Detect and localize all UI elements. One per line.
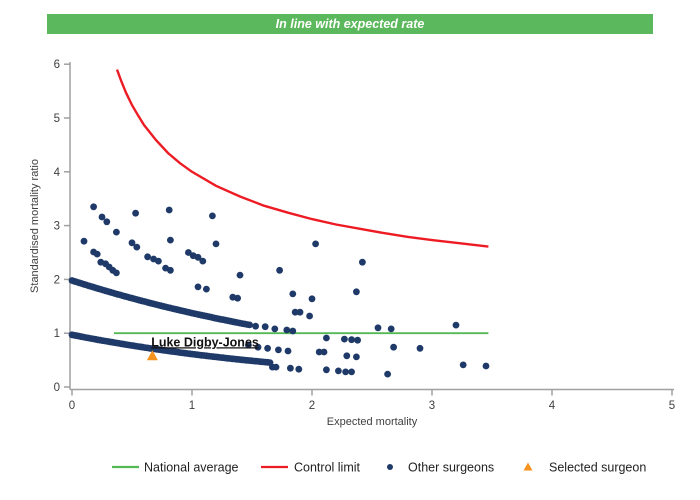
surgeon-point[interactable] bbox=[353, 288, 360, 296]
surgeon-point[interactable] bbox=[287, 364, 294, 372]
surgeon-point[interactable] bbox=[275, 346, 282, 354]
surgeon-point[interactable] bbox=[155, 257, 162, 265]
surgeon-point[interactable] bbox=[128, 239, 136, 247]
surgeon-point[interactable] bbox=[103, 218, 111, 226]
surgeon-point[interactable] bbox=[246, 321, 254, 329]
surgeon-point[interactable] bbox=[359, 258, 366, 266]
surgeon-point[interactable] bbox=[272, 363, 280, 371]
surgeon-point[interactable] bbox=[276, 266, 283, 274]
y-tick-label: 4 bbox=[54, 167, 61, 179]
surgeon-point[interactable] bbox=[80, 237, 88, 245]
surgeon-point[interactable] bbox=[203, 285, 210, 293]
legend-label: Other surgeons bbox=[408, 461, 494, 475]
surgeon-point[interactable] bbox=[354, 336, 361, 344]
surgeon-point[interactable] bbox=[343, 352, 351, 360]
surgeon-point[interactable] bbox=[284, 347, 292, 355]
surgeon-point[interactable] bbox=[212, 240, 220, 248]
y-tick-label: 2 bbox=[54, 274, 60, 286]
surgeon-point[interactable] bbox=[416, 344, 424, 352]
selected-surgeon-label: Luke Digby-Jones bbox=[151, 335, 259, 349]
x-tick-label: 3 bbox=[429, 400, 435, 412]
surgeon-point[interactable] bbox=[295, 365, 303, 373]
surgeon-point[interactable] bbox=[459, 361, 467, 369]
y-tick-label: 1 bbox=[54, 328, 60, 340]
surgeon-point[interactable] bbox=[306, 312, 313, 320]
surgeon-point[interactable] bbox=[98, 213, 106, 221]
surgeon-point[interactable] bbox=[194, 253, 202, 261]
surgeon-point[interactable] bbox=[323, 334, 330, 342]
surgeon-point[interactable] bbox=[384, 370, 391, 378]
surgeon-point[interactable] bbox=[90, 203, 97, 211]
surgeon-point[interactable] bbox=[236, 271, 244, 279]
y-tick-label: 6 bbox=[54, 59, 60, 71]
legend-label: National average bbox=[144, 461, 239, 475]
legend-marker-other-surgeons bbox=[387, 464, 393, 470]
surgeon-point[interactable] bbox=[252, 322, 259, 330]
surgeon-point[interactable] bbox=[234, 294, 242, 302]
surgeon-point[interactable] bbox=[390, 343, 397, 351]
surgeon-point[interactable] bbox=[93, 250, 101, 258]
selected-surgeon-marker[interactable] bbox=[146, 350, 158, 361]
surgeon-point[interactable] bbox=[199, 257, 207, 265]
surgeon-point[interactable] bbox=[482, 362, 490, 370]
surgeon-point[interactable] bbox=[283, 326, 291, 334]
surgeon-point[interactable] bbox=[113, 228, 120, 236]
surgeon-point[interactable] bbox=[348, 336, 355, 344]
surgeon-point[interactable] bbox=[335, 367, 342, 375]
surgeon-point[interactable] bbox=[271, 325, 279, 333]
y-tick-label: 0 bbox=[54, 382, 60, 394]
surgeon-point[interactable] bbox=[374, 324, 382, 332]
surgeon-point[interactable] bbox=[209, 212, 216, 220]
x-tick-label: 2 bbox=[309, 400, 315, 412]
surgeon-point[interactable] bbox=[133, 243, 141, 251]
x-tick-label: 0 bbox=[69, 400, 75, 412]
surgeon-point[interactable] bbox=[291, 308, 299, 316]
surgeon-point[interactable] bbox=[320, 348, 328, 356]
surgeon-point[interactable] bbox=[308, 295, 316, 303]
surgeon-point[interactable] bbox=[254, 343, 262, 351]
legend-label: Selected surgeon bbox=[549, 461, 646, 475]
surgeon-point[interactable] bbox=[289, 327, 297, 335]
surgeon-point[interactable] bbox=[312, 240, 319, 248]
y-tick-label: 5 bbox=[54, 113, 60, 125]
x-tick-label: 5 bbox=[669, 400, 675, 412]
y-axis-title: Standardised mortality ratio bbox=[29, 159, 41, 293]
surgeon-point[interactable] bbox=[387, 325, 395, 333]
surgeon-point[interactable] bbox=[165, 206, 173, 214]
surgeon-point[interactable] bbox=[348, 368, 355, 376]
surgeon-point[interactable] bbox=[261, 323, 269, 331]
surgeon-point[interactable] bbox=[341, 335, 348, 343]
surgeon-point[interactable] bbox=[289, 290, 297, 298]
surgeon-point[interactable] bbox=[296, 308, 304, 316]
status-banner: In line with expected rate bbox=[47, 14, 653, 34]
surgeon-point[interactable] bbox=[185, 249, 192, 256]
surgeon-point[interactable] bbox=[167, 236, 174, 244]
y-tick-label: 3 bbox=[54, 221, 60, 233]
surgeon-point[interactable] bbox=[245, 341, 252, 349]
surgeon-point[interactable] bbox=[132, 209, 140, 217]
surgeon-point[interactable] bbox=[144, 253, 152, 261]
x-tick-label: 4 bbox=[549, 400, 556, 412]
control-limit-curve bbox=[115, 69, 489, 248]
surgeon-point[interactable] bbox=[113, 269, 120, 277]
surgeon-point[interactable] bbox=[167, 266, 174, 274]
surgeon-point[interactable] bbox=[315, 348, 323, 356]
x-tick-label: 1 bbox=[189, 400, 195, 412]
surgeon-point[interactable] bbox=[323, 366, 330, 374]
surgeon-point[interactable] bbox=[194, 283, 202, 291]
funnel-plot: 0 1 2 3 4 5 6 0 1 2 3 4 5 Standardised mortality rati… bbox=[29, 59, 675, 475]
surgeon-point[interactable] bbox=[452, 321, 460, 329]
surgeon-point[interactable] bbox=[353, 353, 360, 361]
x-axis-title: Expected mortality bbox=[327, 416, 418, 428]
surgeon-point[interactable] bbox=[342, 368, 349, 376]
surgeon-point[interactable] bbox=[264, 344, 271, 352]
legend-label: Control limit bbox=[294, 461, 361, 475]
legend-marker-selected-surgeon bbox=[523, 462, 533, 471]
